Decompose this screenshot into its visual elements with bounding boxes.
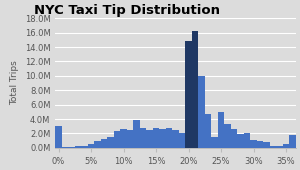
Bar — [120, 129, 127, 148]
Bar — [276, 146, 283, 148]
Bar — [263, 142, 270, 148]
Bar — [198, 76, 205, 148]
Bar — [101, 139, 107, 148]
Text: NYC Taxi Tip Distribution: NYC Taxi Tip Distribution — [34, 4, 220, 17]
Bar — [68, 147, 75, 148]
Bar — [289, 135, 296, 148]
Bar — [224, 124, 231, 148]
Bar — [55, 126, 62, 148]
Bar — [237, 134, 244, 148]
Bar — [244, 133, 250, 148]
Bar — [172, 130, 179, 148]
Bar — [159, 129, 166, 148]
Bar — [146, 130, 153, 148]
Bar — [114, 131, 120, 148]
Bar — [179, 133, 185, 148]
Bar — [140, 128, 146, 148]
Bar — [211, 137, 218, 148]
Bar — [185, 41, 192, 148]
Bar — [133, 121, 140, 148]
Bar — [166, 128, 172, 148]
Bar — [153, 128, 159, 148]
Y-axis label: Total Trips: Total Trips — [10, 61, 19, 105]
Bar — [107, 137, 114, 148]
Bar — [94, 141, 101, 148]
Bar — [88, 144, 94, 148]
Bar — [250, 140, 257, 148]
Bar — [218, 112, 224, 148]
Bar — [192, 31, 198, 148]
Bar — [62, 147, 68, 148]
Bar — [127, 130, 133, 148]
Bar — [231, 129, 237, 148]
Bar — [205, 114, 211, 148]
Bar — [257, 141, 263, 148]
Bar — [75, 146, 81, 148]
Bar — [81, 146, 88, 148]
Bar — [270, 146, 276, 148]
Bar — [283, 144, 289, 148]
